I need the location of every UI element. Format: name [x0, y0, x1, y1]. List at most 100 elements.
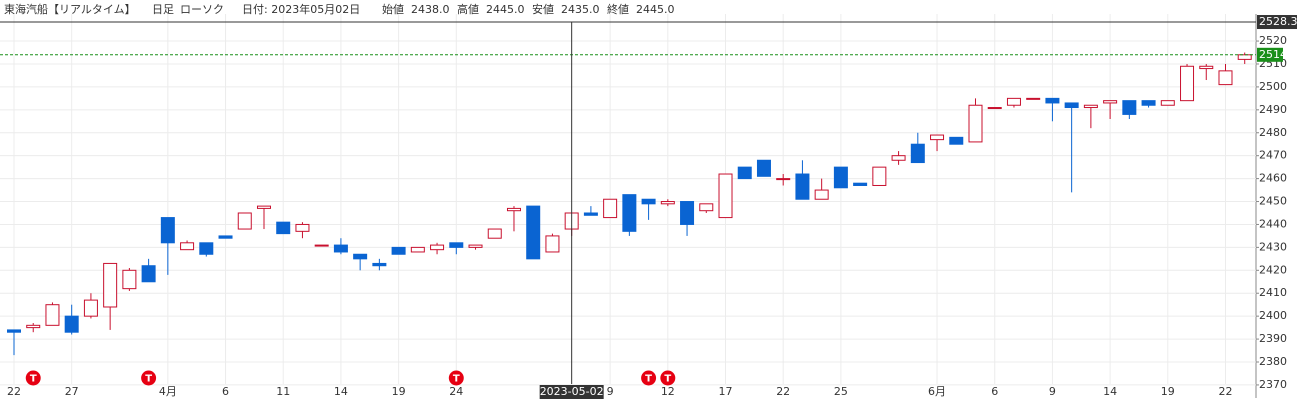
candle-body [1006, 97, 1021, 106]
y-tick-label: 2500 [1259, 80, 1287, 93]
y-tick-label: 2430 [1259, 240, 1287, 253]
candle-body [391, 246, 406, 255]
y-tick-label: 2480 [1259, 126, 1287, 139]
y-tick-label: 2380 [1259, 355, 1287, 368]
x-tick-label: 14 [1103, 385, 1117, 398]
event-marker [25, 370, 41, 386]
candle-body [1218, 70, 1233, 86]
candle-body [795, 173, 810, 200]
x-tick-label: 12 [661, 385, 675, 398]
candle-body [199, 242, 214, 255]
x-tick-label: 14 [334, 385, 348, 398]
candle-body [1103, 100, 1118, 104]
crosshair-x-box [539, 385, 604, 399]
candle-body [891, 155, 906, 161]
candle-body [680, 201, 695, 225]
candle-body [872, 166, 887, 186]
ohlc-value: 2438.0 [411, 3, 450, 16]
y-tick-label: 2410 [1259, 286, 1287, 299]
ohlc-label: 高値 [457, 2, 479, 16]
x-tick-label: 6月 [928, 385, 946, 398]
event-label: T [30, 374, 37, 385]
candle-body [1237, 54, 1252, 60]
candle-body [45, 304, 60, 326]
candle-body [776, 178, 791, 181]
candle-body [660, 201, 675, 205]
event-marker [448, 370, 464, 386]
event-marker [660, 370, 676, 386]
candle-body [141, 265, 156, 283]
last-price-box [1257, 47, 1283, 62]
candle-body [237, 212, 252, 230]
candle-body [603, 198, 618, 219]
candle-body [487, 228, 502, 239]
ohlc-label: 安値 [532, 2, 554, 16]
y-tick-label: 2400 [1259, 309, 1287, 322]
crosshair-y-box [1257, 15, 1297, 30]
event-label: T [145, 374, 152, 385]
y-tick-label: 2420 [1259, 263, 1287, 276]
ohlc-value: 2445.0 [486, 3, 525, 16]
candle-body [295, 223, 310, 232]
candle-body [968, 104, 983, 143]
candle-body [1199, 65, 1214, 70]
candle-body [987, 107, 1002, 110]
x-tick-label: 6 [991, 385, 998, 398]
y-tick-label: 2470 [1259, 149, 1287, 162]
ohlc-label: 始値 [382, 2, 404, 16]
candle-body [1045, 97, 1060, 104]
candle-body [314, 244, 329, 247]
candle-body [160, 217, 175, 244]
candle-body [218, 235, 233, 239]
candle-body [1083, 104, 1098, 109]
candle-body [1160, 100, 1175, 106]
candle-body [583, 212, 598, 216]
y-tick-label: 2440 [1259, 217, 1287, 230]
x-tick-label: 22 [776, 385, 790, 398]
y-tick-label: 2460 [1259, 172, 1287, 185]
ohlc-value: 2445.0 [636, 3, 675, 16]
candle-body [276, 221, 291, 235]
period: 日足 [152, 3, 174, 16]
y-tick-label: 2390 [1259, 332, 1287, 345]
candle-body [853, 182, 868, 186]
candle-body [622, 194, 637, 232]
candle-body [1064, 102, 1079, 109]
candle-body [1026, 97, 1041, 100]
candle-body [83, 299, 98, 317]
candle-body [545, 235, 560, 253]
x-tick-label: 9 [607, 385, 614, 398]
x-tick-label: 25 [834, 385, 848, 398]
candle-body [7, 329, 21, 333]
candle-body [737, 166, 752, 180]
crosshair-y-label: 2528.3 [1259, 15, 1298, 28]
candle-body [122, 269, 137, 290]
x-tick-label: 27 [65, 385, 79, 398]
y-tick-label: 2520 [1259, 34, 1287, 47]
candle-body [814, 189, 829, 200]
candle-body [930, 134, 945, 141]
event-marker [141, 370, 157, 386]
ohlc-value: 2435.0 [561, 3, 600, 16]
candle-body [833, 166, 848, 189]
candle-body [506, 207, 521, 212]
candle-body [449, 242, 464, 248]
candle-body [910, 143, 925, 164]
event-marker [641, 370, 657, 386]
x-tick-label: 11 [276, 385, 290, 398]
x-tick-label: 22 [7, 385, 21, 398]
candle-body [180, 242, 195, 251]
candle-body [1180, 65, 1195, 102]
x-tick-label: 22 [1218, 385, 1232, 398]
x-tick-label: 19 [392, 385, 406, 398]
candle-body [430, 244, 445, 251]
x-tick-label: 24 [449, 385, 463, 398]
event-label: T [664, 374, 671, 385]
candle-body [699, 203, 714, 212]
ohlc-label: 終値 [607, 2, 629, 16]
y-tick-label: 2490 [1259, 103, 1287, 116]
x-tick-label: 9 [1049, 385, 1056, 398]
candle-body [949, 136, 964, 145]
header: 東海汽船【リアルタイム】 日足 ローソク 日付: 2023年05月02日 始値 … [4, 2, 675, 16]
